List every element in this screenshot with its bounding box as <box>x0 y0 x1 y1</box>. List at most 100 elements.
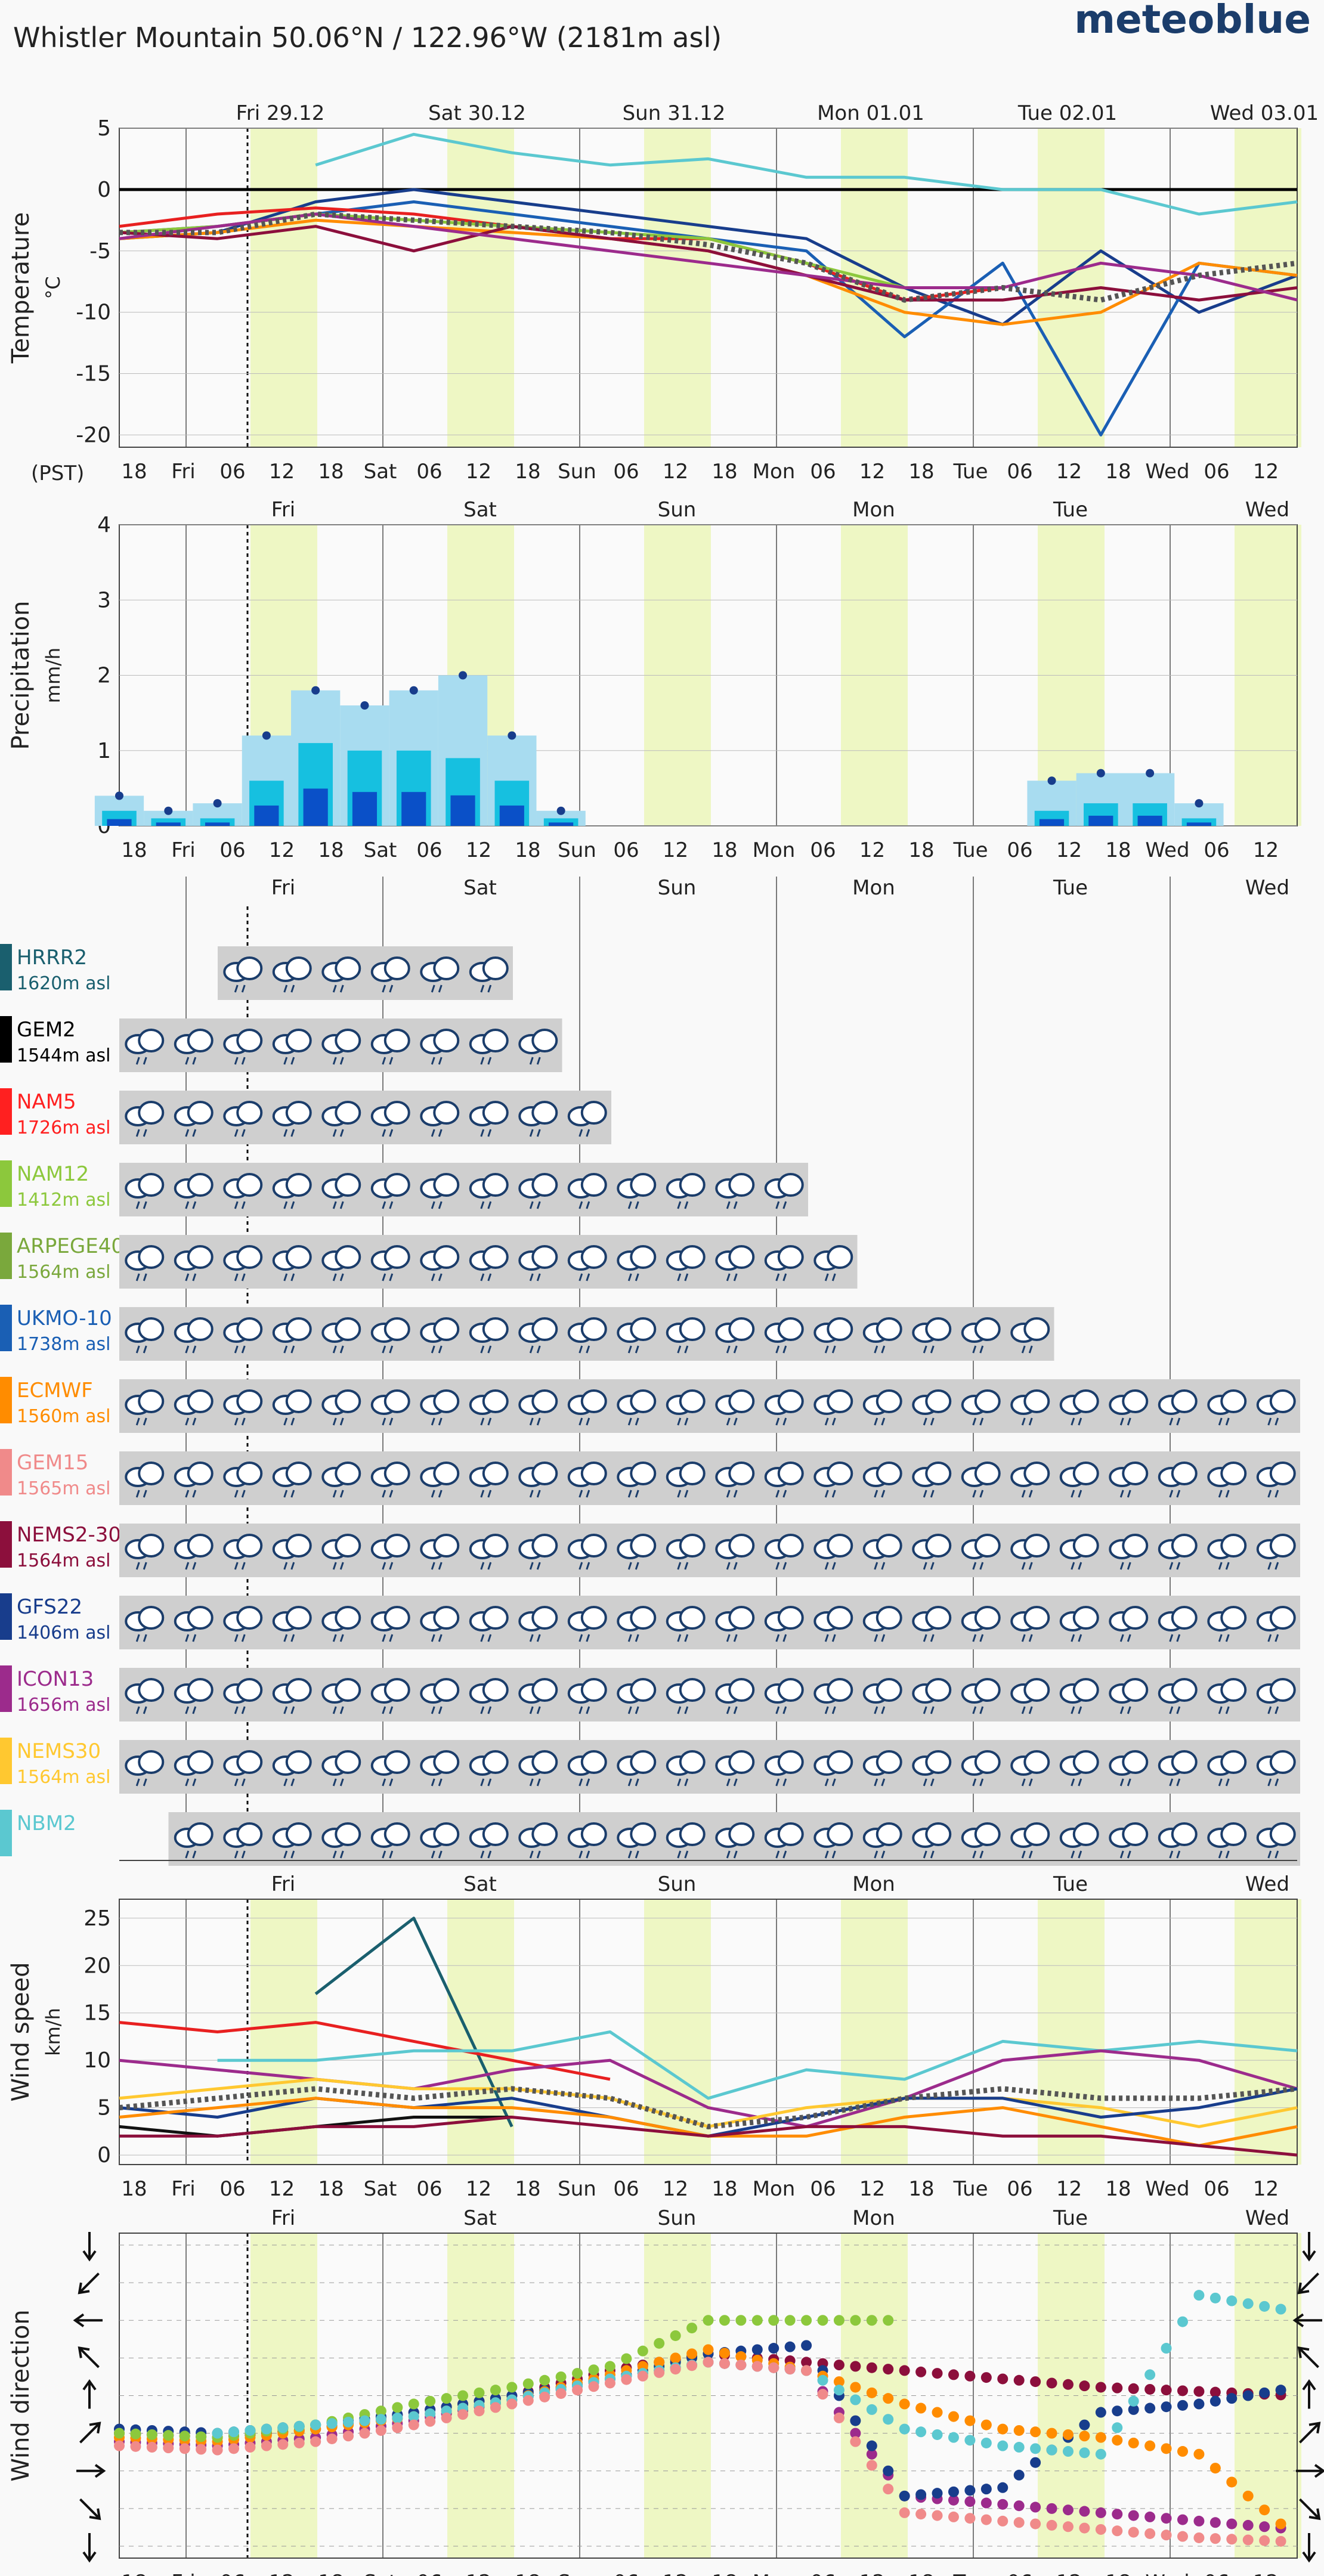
rain-drop <box>234 1706 239 1714</box>
direction-point <box>1177 2316 1188 2327</box>
top-day-label: Tue <box>1053 498 1088 522</box>
rain-drop <box>782 1778 787 1787</box>
rain-drop <box>775 1778 780 1787</box>
cloud-icon <box>617 1245 657 1281</box>
x-tick-label: Sat <box>364 460 397 484</box>
cloud-icon <box>1109 1822 1149 1859</box>
rain-drop <box>438 1345 443 1354</box>
cloud-lobe <box>335 1462 361 1485</box>
cloud-lobe <box>1220 1389 1247 1413</box>
rain-drop <box>332 984 337 993</box>
temperature-panel: 18 Fri 06 12 18 Sat 06 12 18 Sun 06 12 18 Mon 06 12 18 Tu… <box>7 101 1319 485</box>
x-tick-label: 06 <box>1204 2177 1229 2201</box>
rain-drop <box>782 1850 787 1859</box>
precip-point <box>459 671 468 680</box>
rain-drop <box>332 1057 337 1065</box>
direction-point <box>1128 2437 1139 2448</box>
cloud-lobe <box>1072 1606 1099 1630</box>
x-tick-label: 18 <box>318 838 344 862</box>
direction-point <box>915 2402 927 2414</box>
rain-drop <box>431 1850 435 1859</box>
rain-drop <box>684 1345 689 1354</box>
precip-point <box>164 806 173 815</box>
rain-drop <box>677 1634 682 1642</box>
cloud-icon <box>1256 1750 1296 1787</box>
rain-drop <box>831 1778 836 1787</box>
y-tick-label: 0 <box>97 178 111 202</box>
y-tick-label: 25 <box>83 1906 111 1931</box>
cloud-icon <box>272 1245 312 1281</box>
direction-point <box>522 2378 534 2389</box>
cloud-lobe <box>187 1606 214 1630</box>
cloud-icon <box>961 1822 1001 1859</box>
direction-point <box>866 2315 877 2326</box>
rain-drop <box>923 1490 927 1498</box>
cloud-icon <box>567 1678 607 1714</box>
rain-drop <box>332 1273 337 1281</box>
rain-drop <box>586 1490 590 1498</box>
y-tick-label: 2 <box>97 664 111 688</box>
direction-point <box>1209 2395 1221 2407</box>
direction-point <box>1095 2407 1106 2418</box>
model-elevation: 1738m asl <box>17 1334 110 1355</box>
model-color-swatch <box>0 1088 12 1135</box>
rain-drop <box>480 1490 485 1498</box>
rain-drop <box>431 984 435 993</box>
cloud-icon <box>813 1822 853 1859</box>
cloud-icon <box>469 1389 509 1426</box>
cloud-icon <box>518 1462 558 1498</box>
x-tick-label: Wed <box>1145 2571 1189 2576</box>
model-name: ARPEGE40 <box>17 1234 124 1258</box>
x-tick-label: 12 <box>859 460 885 484</box>
rain-drop <box>192 1129 197 1137</box>
cloud-icon <box>666 1750 706 1787</box>
cloud-lobe <box>482 1317 509 1341</box>
rain-drop <box>874 1634 878 1642</box>
x-tick-label: Tue <box>952 2571 988 2576</box>
cloud-lobe <box>777 1173 804 1197</box>
cloud-icon <box>469 1822 509 1859</box>
cloud-lobe <box>876 1606 902 1630</box>
rain-drop <box>824 1706 829 1714</box>
cloud-lobe <box>531 1822 558 1846</box>
cloud-lobe <box>433 1462 460 1485</box>
rain-drop <box>431 1634 435 1642</box>
direction-point <box>1242 2390 1254 2401</box>
direction-point <box>833 2360 844 2371</box>
rain-drop <box>290 1778 295 1787</box>
cloud-lobe <box>335 1029 361 1052</box>
cloud-lobe <box>138 1750 165 1774</box>
cloud-lobe <box>285 1101 312 1125</box>
x-tick-label: 12 <box>859 2571 885 2576</box>
rain-drop <box>234 1850 239 1859</box>
cloud-icon <box>1207 1750 1247 1787</box>
direction-point <box>1193 2515 1205 2527</box>
rain-drop <box>1218 1778 1223 1787</box>
direction-point <box>441 2412 452 2423</box>
rain-drop <box>635 1345 639 1354</box>
cloud-lobe <box>876 1389 902 1413</box>
direction-point <box>572 2368 583 2379</box>
cloud-icon <box>715 1750 755 1787</box>
precip-bar-core <box>107 819 132 826</box>
rain-drop <box>1169 1634 1174 1642</box>
cloud-lobe <box>1072 1534 1099 1558</box>
rain-drop <box>135 1706 140 1714</box>
precip-bar-core <box>1088 815 1113 826</box>
direction-point <box>245 2442 256 2453</box>
cloud-lobe <box>630 1534 657 1558</box>
rain-drop <box>972 1634 977 1642</box>
cloud-icon <box>1158 1462 1198 1498</box>
rain-drop <box>185 1778 190 1787</box>
rain-drop <box>389 1706 394 1714</box>
top-day-label: Sun <box>658 2206 697 2230</box>
rain-drop <box>1169 1706 1174 1714</box>
rain-drop <box>185 1273 190 1281</box>
cloud-icon <box>223 1317 263 1354</box>
cloud-lobe <box>1072 1462 1099 1485</box>
cloud-lobe <box>925 1750 952 1774</box>
y-tick-label: 20 <box>83 1953 111 1978</box>
rain-drop <box>627 1706 632 1714</box>
direction-point <box>425 2395 436 2407</box>
rain-drop <box>529 1273 534 1281</box>
